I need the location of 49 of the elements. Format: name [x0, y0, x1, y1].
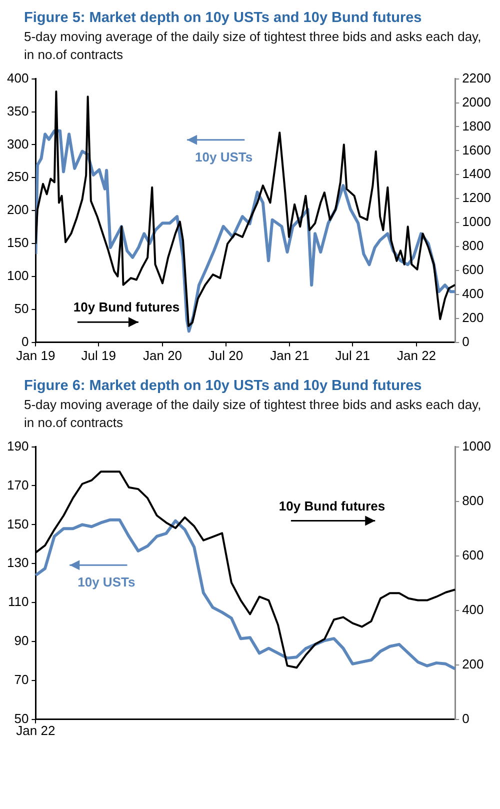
y2-tick-label: 0: [462, 710, 470, 726]
y2-tick-label: 400: [462, 602, 484, 617]
y2-tick-label: 400: [462, 286, 484, 302]
y2-tick-label: 800: [462, 492, 484, 508]
x-tick-label: Jan 20: [142, 348, 182, 363]
y2-tick-label: 200: [462, 656, 484, 672]
legend-label: 10y USTs: [78, 574, 136, 590]
y2-tick-label: 2200: [462, 70, 491, 86]
chart-title: Figure 6: Market depth on 10y USTs and 10y Bund futures: [24, 378, 423, 394]
x-tick-label: Jan 19: [16, 348, 56, 363]
chart-subtitle: 5-day moving average of the daily size of tightest three bids and asks each day, in no.of contracts: [24, 28, 482, 64]
x-tick-label: Jan 21: [270, 348, 310, 363]
chart-title: Figure 5: Market depth on 10y USTs and 10y Bund futures: [24, 10, 423, 26]
y-tick-label: 0: [21, 334, 29, 349]
x-tick-label: Jul 19: [81, 348, 116, 363]
y-tick-label: 200: [6, 202, 29, 218]
y2-tick-label: 200: [462, 310, 484, 326]
y2-tick-label: 600: [462, 547, 484, 562]
x-tick-label: Jul 21: [335, 348, 370, 363]
y2-tick-label: 1000: [462, 438, 491, 454]
y2-tick-label: 1000: [462, 214, 491, 230]
y-tick-label: 170: [6, 477, 29, 492]
y-tick-label: 130: [6, 555, 29, 570]
chart-subtitle: 5-day moving average of the daily size of tightest three bids and asks each day, in no.of contracts: [24, 396, 482, 432]
y-tick-label: 100: [6, 268, 29, 284]
y-tick-label: 50: [14, 301, 29, 316]
y-tick-label: 110: [8, 594, 29, 610]
text: 10y Bund futures: [278, 498, 386, 514]
y2-tick-label: 1800: [462, 118, 491, 134]
y2-tick-label: 1200: [462, 190, 491, 206]
x-tick-label: Jul 20: [208, 348, 244, 363]
legend-label: 10y USTs: [195, 149, 253, 164]
series-label: 10y Bund futures: [73, 300, 180, 315]
y-tick-label: 70: [14, 672, 29, 688]
y-tick-label: 150: [6, 516, 29, 532]
y2-tick-label: 600: [462, 262, 484, 278]
y2-tick-label: 1600: [462, 142, 491, 158]
y2-tick-label: 1400: [462, 166, 491, 182]
y-tick-label: 190: [6, 438, 29, 454]
y-tick-label: 350: [6, 103, 29, 118]
y-tick-label: 90: [14, 633, 29, 648]
y2-tick-label: 800: [462, 238, 484, 254]
y2-tick-label: 0: [462, 334, 470, 349]
y2-tick-label: 2000: [462, 94, 491, 110]
y-tick-label: 400: [6, 70, 29, 86]
y-tick-label: 150: [6, 235, 29, 250]
y-tick-label: 300: [6, 136, 29, 152]
x-tick-label: Jan 22: [396, 348, 436, 363]
y-tick-label: 250: [6, 169, 29, 184]
